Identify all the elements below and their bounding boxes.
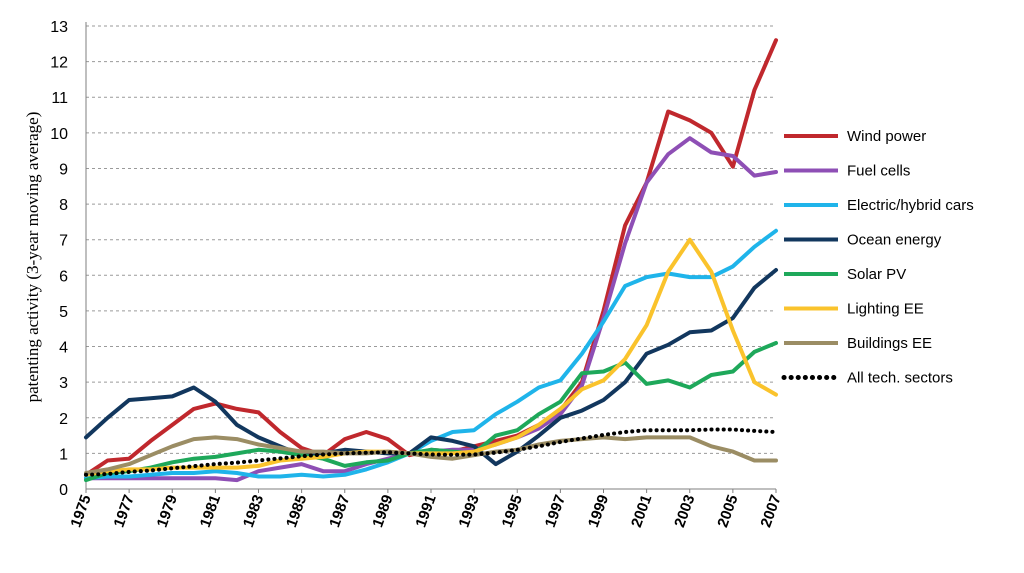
series-line-fuel-cells — [84, 136, 778, 483]
legend: Wind power Fuel cells Electric/hybrid cars… — [781, 128, 974, 387]
axes — [85, 22, 777, 493]
x-tick-label: 2007 — [757, 493, 784, 530]
y-tick-label: 1 — [59, 446, 68, 463]
x-tick-label: 1995 — [499, 493, 526, 530]
series-line-wind-power — [84, 38, 778, 477]
series-line-buildings-ee — [84, 435, 778, 475]
gridlines — [86, 25, 776, 454]
x-tick-label: 1977 — [110, 493, 137, 530]
y-tick-label: 6 — [59, 268, 68, 285]
x-tick-label: 1987 — [326, 493, 353, 530]
x-tick-label: 2005 — [714, 493, 741, 530]
x-tick-label: 1975 — [67, 493, 94, 530]
series-line-lighting-ee — [84, 237, 778, 477]
y-tick-label: 13 — [50, 19, 68, 36]
y-tick-label: 4 — [59, 340, 68, 357]
legend-label-solar-pv: Solar PV — [847, 266, 906, 283]
x-tick-label: 2001 — [628, 493, 655, 530]
x-tick-label: 1999 — [585, 493, 612, 530]
y-tick-label: 5 — [59, 304, 68, 321]
x-tick-label: 1991 — [412, 493, 439, 530]
x-tick-label: 1985 — [283, 493, 310, 530]
x-tick-label: 1993 — [455, 493, 482, 530]
x-tick-label: 1989 — [369, 493, 396, 530]
y-tick-label: 3 — [59, 375, 68, 392]
legend-label-electric-hybrid-cars: Electric/hybrid cars — [847, 197, 974, 214]
y-tick-label: 0 — [59, 482, 68, 499]
y-tick-label: 9 — [59, 161, 68, 178]
legend-label-wind-power: Wind power — [847, 128, 926, 145]
legend-label-lighting-ee: Lighting EE — [847, 301, 924, 318]
x-tick-labels: 1975 1977 1979 1981 1983 1985 1987 1989 1991 1993… — [67, 493, 784, 530]
x-tick-label: 1983 — [240, 493, 267, 530]
legend-label-buildings-ee: Buildings EE — [847, 335, 932, 352]
legend-label-fuel-cells: Fuel cells — [847, 163, 910, 180]
series-line-solar-pv — [84, 341, 778, 483]
legend-label-all-tech-sectors: All tech. sectors — [847, 370, 953, 387]
y-axis-label: patenting activity (3-year moving averag… — [23, 112, 42, 403]
x-tick-label: 1981 — [197, 493, 224, 530]
series-line-electric-hybrid-cars — [84, 228, 778, 481]
y-tick-label: 2 — [59, 411, 68, 428]
x-tick-label: 1979 — [154, 493, 181, 530]
y-tick-label: 12 — [50, 55, 68, 72]
y-tick-label: 8 — [59, 197, 68, 214]
y-tick-label: 11 — [51, 90, 68, 107]
series-line-ocean-energy — [84, 268, 778, 467]
y-tick-label: 10 — [50, 126, 68, 143]
series-lines — [84, 38, 778, 483]
legend-label-ocean-energy: Ocean energy — [847, 232, 942, 249]
x-tick-label: 1997 — [542, 493, 569, 530]
y-tick-label: 7 — [59, 233, 68, 250]
x-tick-label: 2003 — [671, 493, 698, 530]
series-line-all-tech-sectors — [84, 427, 778, 477]
